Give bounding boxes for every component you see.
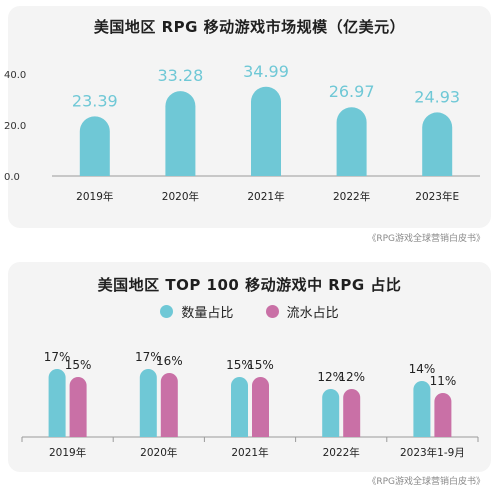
- market-size-category-label: 2019年: [76, 190, 113, 203]
- market-size-category-label: 2020年: [162, 190, 199, 203]
- legend-label-count-share: 数量占比: [181, 306, 234, 321]
- market-size-chart-card: 美国地区 RPG 移动游戏市场规模（亿美元）: [8, 6, 491, 228]
- legend-label-revenue-share: 流水占比: [286, 306, 339, 321]
- market-size-y-tick-label: 40.0: [4, 70, 26, 81]
- legend-dot-teal: [160, 305, 174, 318]
- share-chart-legend: 数量占比 流水占比: [8, 302, 491, 322]
- source-note-1: 《RPG游戏全球营销白皮书》: [367, 234, 485, 244]
- market-size-bar: [422, 112, 453, 176]
- share-value-label-count-share: 14%: [409, 362, 436, 376]
- share-bar-count-share: [231, 377, 248, 437]
- share-category-label: 2020年: [140, 446, 177, 459]
- share-category-label: 2023年1-9月: [400, 446, 465, 459]
- market-size-value-label: 24.93: [414, 87, 460, 106]
- share-value-label-count-share: 17%: [135, 350, 162, 364]
- market-size-chart-title: 美国地区 RPG 移动游戏市场规模（亿美元）: [93, 18, 406, 36]
- share-value-label-count-share: 15%: [226, 358, 253, 372]
- share-bar-revenue-share: [160, 373, 178, 437]
- share-bar-revenue-share: [343, 389, 361, 437]
- share-category-label: 2022年: [323, 446, 360, 459]
- rpg-share-chart-title: 美国地区 TOP 100 移动游戏中 RPG 占比: [97, 276, 402, 294]
- market-size-value-label: 33.28: [157, 66, 203, 85]
- market-size-bar: [336, 107, 367, 176]
- market-size-value-label: 23.39: [72, 91, 118, 110]
- share-bar-count-share: [322, 389, 340, 437]
- market-size-category-label: 2022年: [333, 190, 370, 203]
- legend-dot-pink: [265, 305, 279, 318]
- market-size-category-label: 2021年: [247, 190, 284, 203]
- legend-item-revenue-share: 流水占比: [265, 302, 339, 321]
- market-size-y-tick-label: 0.0: [4, 172, 20, 183]
- share-value-label-revenue-share: 15%: [247, 358, 274, 372]
- share-value-label-count-share: 12%: [317, 370, 344, 384]
- market-size-bar: [165, 91, 196, 176]
- share-category-label: 2019年: [49, 446, 86, 459]
- share-bar-revenue-share: [69, 377, 87, 437]
- source-note-2: 《RPG游戏全球营销白皮书》: [367, 477, 485, 487]
- share-value-label-revenue-share: 12%: [338, 370, 365, 384]
- market-size-bar: [79, 116, 110, 176]
- share-bar-count-share: [413, 381, 431, 437]
- share-bar-count-share: [48, 369, 66, 437]
- market-size-category-label: 2023年E: [415, 190, 459, 203]
- share-value-label-count-share: 17%: [44, 350, 71, 364]
- share-value-label-revenue-share: 15%: [65, 358, 92, 372]
- share-category-label: 2021年: [231, 446, 268, 459]
- market-size-value-label: 34.99: [243, 62, 289, 81]
- market-size-value-label: 26.97: [329, 82, 375, 101]
- share-bar-revenue-share: [252, 377, 269, 437]
- market-size-bar: [251, 86, 281, 176]
- share-bar-revenue-share: [434, 393, 452, 437]
- share-value-label-revenue-share: 11%: [430, 374, 457, 388]
- market-size-y-tick-label: 20.0: [4, 121, 26, 132]
- share-value-label-revenue-share: 16%: [156, 354, 183, 368]
- share-bar-count-share: [139, 369, 157, 437]
- legend-item-count-share: 数量占比: [160, 302, 233, 321]
